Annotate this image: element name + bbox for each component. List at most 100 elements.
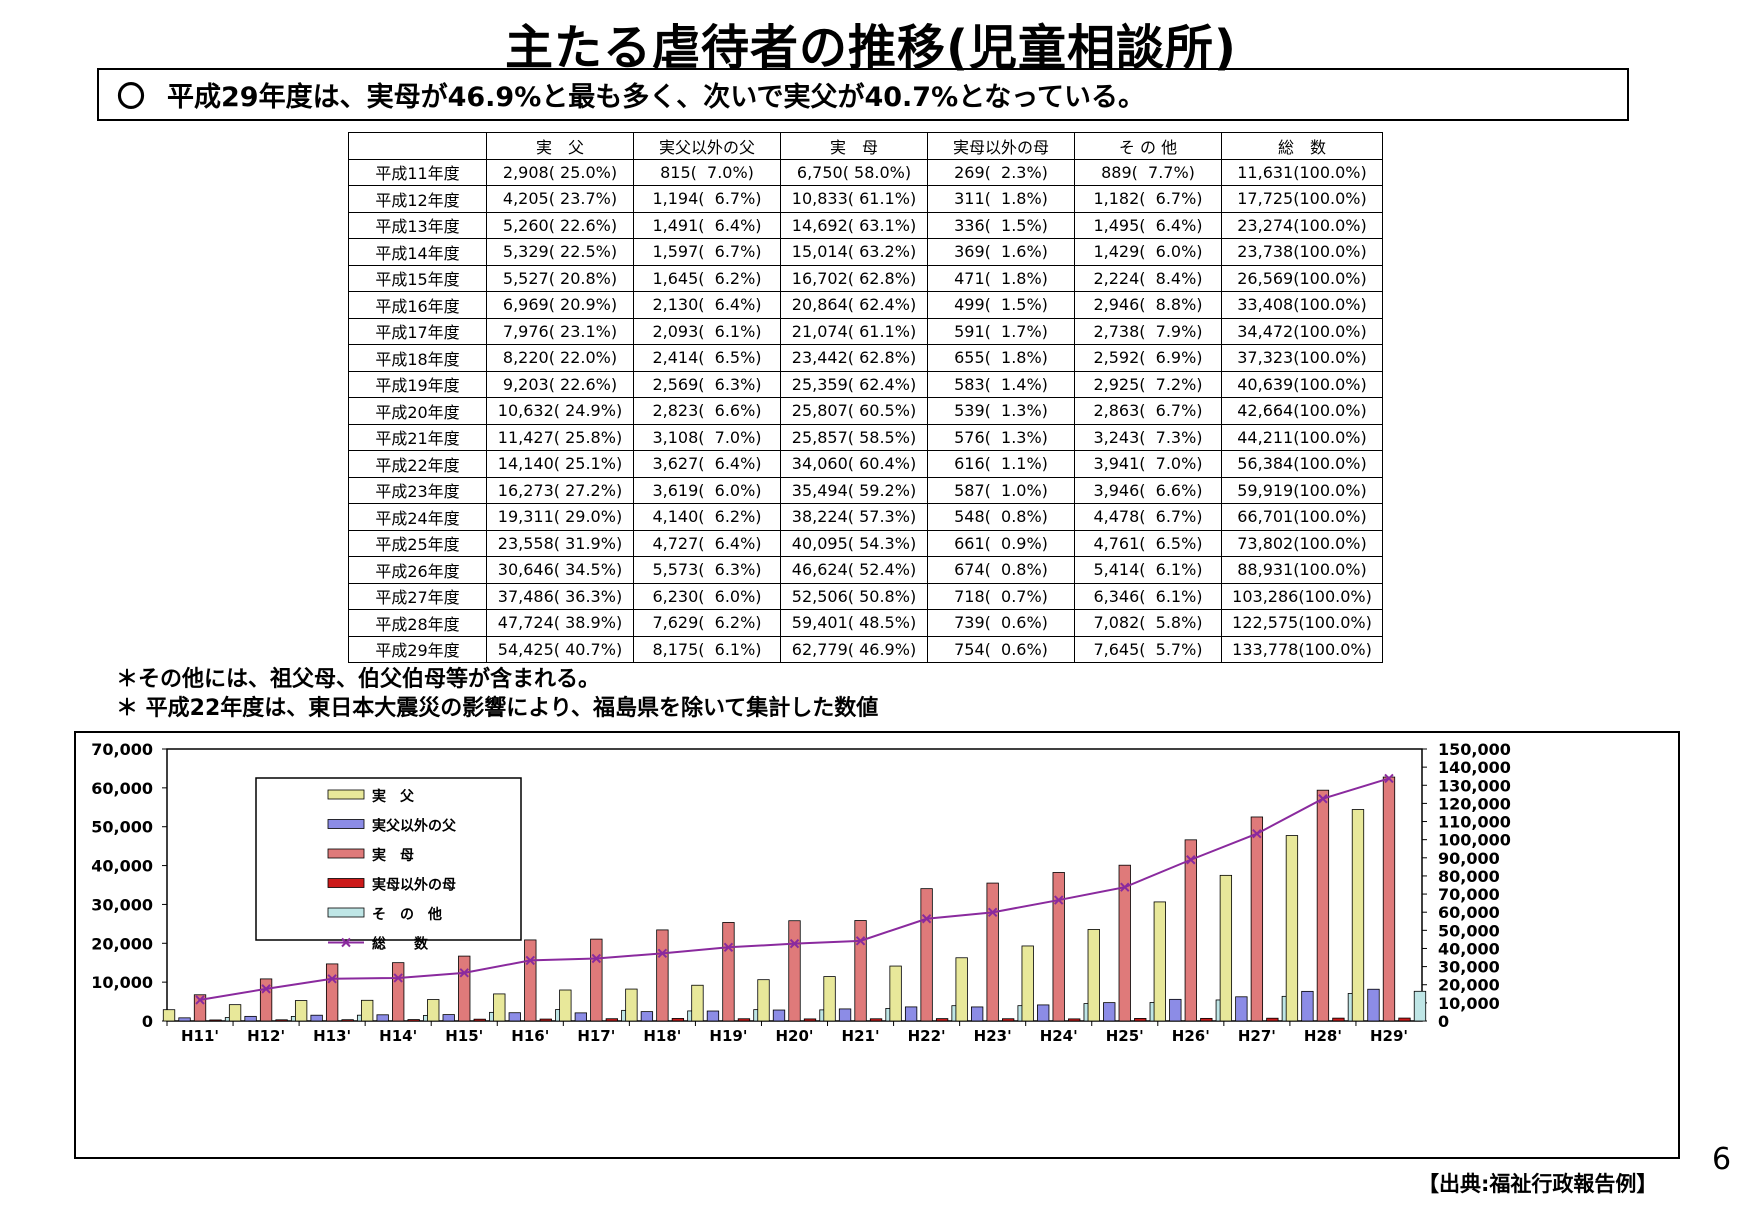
row-year-cell: 平成18年度 xyxy=(348,344,487,372)
table-cell: 6,969( 20.9%) xyxy=(486,291,634,319)
table-row: 平成24年度 19,311( 29.0%) 4,140( 6.2%) 38,224( … xyxy=(348,503,1383,531)
table-cell: 10,632( 24.9%) xyxy=(486,397,634,425)
total-marker xyxy=(789,938,800,949)
x-tick-label: H18' xyxy=(643,1027,681,1045)
table-cell: 47,724( 38.9%) xyxy=(486,609,634,637)
row-year-cell: 平成22年度 xyxy=(348,450,487,478)
right-tick-label: 20,000 xyxy=(1438,976,1500,995)
total-marker xyxy=(1054,895,1064,905)
table-cell: 2,946( 8.8%) xyxy=(1074,291,1222,319)
chart-frame: 0 10,000 20,000 30,000 40,000 50,000 60,000 70,… xyxy=(74,731,1680,1159)
summary-box: 〇 平成29年度は、実母が46.9%と最も多く、次いで実父が40.7%となってい… xyxy=(97,68,1629,121)
bar xyxy=(193,994,207,1022)
bar xyxy=(1316,789,1330,1022)
table-row: 平成28年度 47,724( 38.9%) 7,629( 6.2%) 59,401( … xyxy=(348,609,1383,637)
bar xyxy=(1134,1018,1147,1022)
total-marker xyxy=(1120,882,1130,892)
right-tick-label: 0 xyxy=(1438,1012,1449,1031)
table-row: 平成12年度 4,205( 23.7%) 1,194( 6.7%) 10,833( 6… xyxy=(348,185,1383,213)
right-tick-label: 30,000 xyxy=(1438,958,1500,977)
table-cell: 2,414( 6.5%) xyxy=(633,344,781,372)
x-tick-label: H14' xyxy=(379,1027,417,1045)
table-cell: 4,478( 6.7%) xyxy=(1074,503,1222,531)
x-tick-label: H17' xyxy=(577,1027,615,1045)
table-row: 平成11年度 2,908( 25.0%) 815( 7.0%) 6,750( 58.0… xyxy=(348,158,1383,186)
table-row: 平成23年度 16,273( 27.2%) 3,619( 6.0%) 35,494( … xyxy=(348,476,1383,504)
bar xyxy=(259,978,273,1022)
table-cell: 7,082( 5.8%) xyxy=(1074,609,1222,637)
bar xyxy=(671,1018,685,1022)
total-marker xyxy=(393,973,403,983)
right-tick-label: 100,000 xyxy=(1438,831,1511,850)
table-cell: 40,095( 54.3%) xyxy=(780,529,928,557)
table-cell: 25,857( 58.5%) xyxy=(780,423,928,451)
left-tick-label: 40,000 xyxy=(91,857,153,876)
table-header-row: 実 父実父以外の父実 母実母以外の母そ の 他総 数 xyxy=(348,132,1383,160)
bar xyxy=(625,988,638,1022)
right-tick-label: 10,000 xyxy=(1438,994,1500,1013)
table-cell: 2,863( 6.7%) xyxy=(1074,397,1222,425)
left-tick-label: 20,000 xyxy=(91,934,153,953)
x-tick-label: H24' xyxy=(1040,1027,1078,1045)
bar xyxy=(838,1008,852,1022)
bar xyxy=(1021,945,1034,1022)
table-cell: 30,646( 34.5%) xyxy=(486,556,634,584)
table-row: 平成26年度 30,646( 34.5%) 5,573( 6.3%) 46,624( … xyxy=(348,556,1383,584)
row-year-cell: 平成28年度 xyxy=(348,609,487,637)
legend-label: 実 父 xyxy=(372,788,415,805)
row-year-cell: 平成12年度 xyxy=(348,185,487,213)
table-cell: 539( 1.3%) xyxy=(927,397,1075,425)
bar xyxy=(772,1009,786,1022)
x-tick-label: H29' xyxy=(1370,1027,1408,1045)
bar xyxy=(803,1018,817,1022)
bar xyxy=(1219,874,1233,1022)
total-marker xyxy=(195,995,205,1005)
table-header-cell: 総 数 xyxy=(1221,132,1383,160)
bar xyxy=(1153,901,1166,1022)
legend-swatch xyxy=(327,848,365,859)
bar xyxy=(407,1019,420,1022)
table-cell: 52,506( 50.8%) xyxy=(780,582,928,610)
table-cell: 19,311( 29.0%) xyxy=(486,503,634,531)
table-cell: 11,631(100.0%) xyxy=(1221,158,1383,186)
left-tick-label: 30,000 xyxy=(91,895,153,914)
table-cell: 269( 2.3%) xyxy=(927,158,1075,186)
right-tick-label: 50,000 xyxy=(1438,921,1500,940)
row-year-cell: 平成11年度 xyxy=(348,158,487,186)
bar xyxy=(1285,835,1299,1022)
table-cell: 661( 0.9%) xyxy=(927,529,1075,557)
bar xyxy=(361,999,374,1022)
left-tick-label: 50,000 xyxy=(91,818,153,837)
table-row: 平成14年度 5,329( 22.5%) 1,597( 6.7%) 15,014( 6… xyxy=(348,238,1383,266)
bar xyxy=(228,1004,242,1022)
bar xyxy=(757,979,770,1022)
bar xyxy=(986,882,999,1022)
bar xyxy=(722,922,735,1022)
bar xyxy=(691,984,704,1022)
page-title: 主たる虐待者の推移(児童相談所) xyxy=(505,20,1237,76)
table-cell: 3,627( 6.4%) xyxy=(633,450,781,478)
table-cell: 3,243( 7.3%) xyxy=(1074,423,1222,451)
table-cell: 4,205( 23.7%) xyxy=(486,185,634,213)
table-cell: 587( 1.0%) xyxy=(927,476,1075,504)
legend-label: そ の 他 xyxy=(372,906,442,923)
table-cell: 889( 7.7%) xyxy=(1074,158,1222,186)
right-tick-label: 70,000 xyxy=(1438,885,1500,904)
table-cell: 548( 0.8%) xyxy=(927,503,1075,531)
x-tick-label: H20' xyxy=(775,1027,813,1045)
x-tick-label: H23' xyxy=(974,1027,1012,1045)
x-tick-label: H28' xyxy=(1304,1027,1342,1045)
table-cell: 42,664(100.0%) xyxy=(1221,397,1383,425)
table-cell: 40,639(100.0%) xyxy=(1221,370,1383,398)
table-cell: 10,833( 61.1%) xyxy=(780,185,928,213)
table-cell: 1,495( 6.4%) xyxy=(1074,211,1222,239)
x-tick-label: H26' xyxy=(1172,1027,1210,1045)
bar xyxy=(574,1012,587,1022)
table-cell: 14,692( 63.1%) xyxy=(780,211,928,239)
table-cell: 37,486( 36.3%) xyxy=(486,582,634,610)
bar xyxy=(904,1006,918,1022)
right-tick-label: 110,000 xyxy=(1438,813,1511,832)
row-year-cell: 平成24年度 xyxy=(348,503,487,531)
bar xyxy=(1169,998,1182,1022)
table-cell: 3,108( 7.0%) xyxy=(633,423,781,451)
